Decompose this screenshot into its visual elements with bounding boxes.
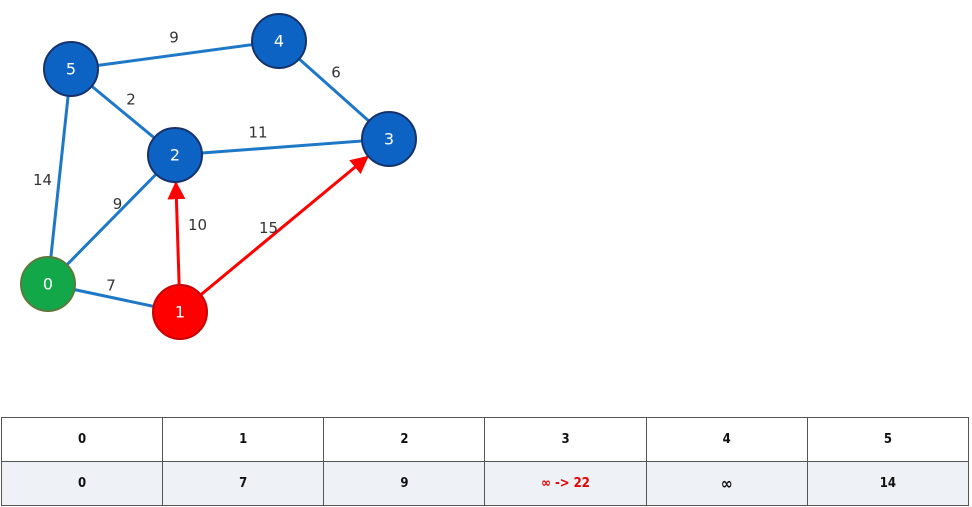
node-3[interactable]: 3	[361, 111, 417, 167]
distance-value-1: 7	[162, 461, 325, 506]
node-header-1: 1	[162, 417, 325, 462]
edge-weight-1-3: 15	[259, 219, 278, 237]
node-circle-1[interactable]	[152, 284, 208, 340]
node-circle-3[interactable]	[361, 111, 417, 167]
node-label-3: 3	[384, 130, 394, 149]
edge-weight-5-2: 2	[126, 91, 136, 109]
node-1[interactable]: 1	[152, 284, 208, 340]
node-header-3: 3	[484, 417, 647, 462]
distance-text-3-updated: ∞ -> 22	[541, 476, 590, 491]
node-4[interactable]: 4	[251, 13, 307, 69]
distance-value-3: ∞ -> 22	[484, 461, 647, 506]
edge-5-4	[70, 39, 280, 71]
edge-1-3	[199, 155, 369, 296]
nodes-layer: 0 1 2 3 4 5	[20, 13, 417, 340]
distance-table: 0 1 2 3 4 5 0 7 9 ∞ -> 22 ∞ 14	[0, 417, 970, 506]
node-header-4: 4	[645, 417, 808, 462]
distance-text-4: ∞	[720, 474, 733, 493]
edge-2-3	[174, 137, 390, 157]
edge-weight-2-3: 11	[248, 124, 267, 142]
edges-layer	[46, 39, 390, 314]
node-label-1: 1	[175, 303, 185, 322]
edge-weight-0-2: 9	[113, 195, 123, 213]
node-header-5: 5	[806, 417, 970, 462]
edge-weight-0-1: 7	[106, 277, 116, 295]
edge-0-2	[46, 153, 177, 286]
distance-text-0: 0	[78, 476, 87, 491]
distance-table-header-row: 0 1 2 3 4 5	[0, 417, 970, 462]
edge-weight-5-0: 14	[33, 171, 52, 189]
node-5[interactable]: 5	[43, 41, 99, 97]
distance-value-2: 9	[323, 461, 486, 506]
distance-value-5: 14	[806, 461, 970, 506]
distance-value-0: 0	[0, 461, 164, 506]
node-2[interactable]: 2	[147, 127, 203, 183]
distance-text-2: 9	[400, 476, 409, 491]
distance-text-5: 14	[879, 476, 897, 491]
edge-labels-layer: 9 6 2 11 14 9 7 10 15	[33, 29, 341, 295]
graph-diagram: 9 6 2 11 14 9 7 10 15 0 1 2 3 4 5	[20, 13, 417, 340]
node-header-0: 0	[0, 417, 164, 462]
edge-5-0	[46, 68, 73, 285]
edge-weight-5-4: 9	[169, 29, 179, 47]
edge-weight-1-2: 10	[188, 216, 207, 234]
node-circle-5[interactable]	[43, 41, 99, 97]
distance-text-1: 7	[239, 476, 248, 491]
node-circle-2[interactable]	[147, 127, 203, 183]
distance-table-value-row: 0 7 9 ∞ -> 22 ∞ 14	[0, 461, 970, 506]
node-label-5: 5	[66, 60, 76, 79]
distance-value-4: ∞	[645, 461, 808, 506]
node-label-4: 4	[274, 32, 284, 51]
node-label-0: 0	[43, 275, 53, 294]
node-circle-0[interactable]	[20, 256, 76, 312]
node-circle-4[interactable]	[251, 13, 307, 69]
node-label-2: 2	[170, 146, 180, 165]
node-header-2: 2	[323, 417, 486, 462]
edge-1-2	[167, 181, 186, 286]
node-0[interactable]: 0	[20, 256, 76, 312]
edge-weight-4-3: 6	[331, 64, 341, 82]
